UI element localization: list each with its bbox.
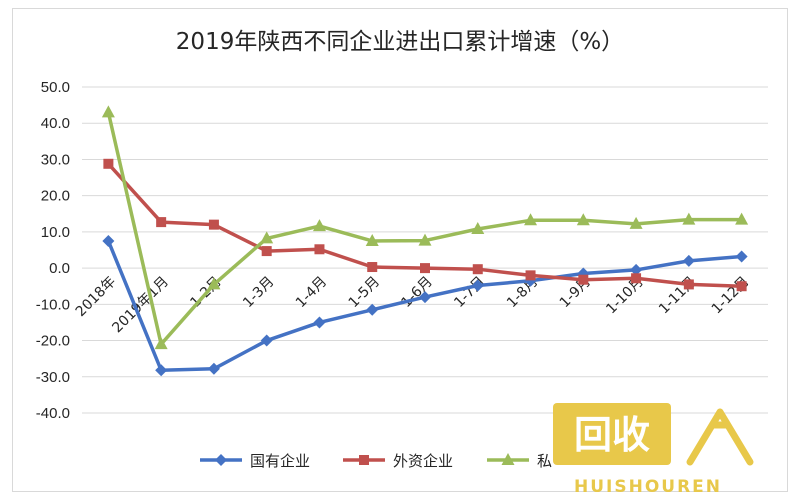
data-point-marker xyxy=(420,263,430,274)
series-diamond xyxy=(102,234,748,377)
data-point-marker xyxy=(472,264,483,275)
x-tick-label: 1-4月 xyxy=(293,274,330,311)
data-point-marker xyxy=(524,213,538,226)
x-tick-label: 2019年1月 xyxy=(109,274,172,337)
data-point-marker xyxy=(471,221,485,234)
data-point-marker xyxy=(156,217,167,228)
data-point-marker xyxy=(735,250,748,263)
watermark-text: HUISHOUREN xyxy=(574,477,722,497)
y-tick-label: -10.0 xyxy=(36,296,70,313)
y-axis-tick-labels: 50.0 40.0 30.0 20.0 10.0 0.0 -10.0 -20.0 -30.0 -4… xyxy=(36,79,70,422)
data-point-marker xyxy=(155,364,168,377)
data-point-marker xyxy=(260,231,274,244)
data-point-marker xyxy=(359,455,369,465)
data-point-marker xyxy=(631,273,642,284)
x-tick-label: 1-3月 xyxy=(240,274,277,311)
data-point-marker xyxy=(683,279,694,290)
data-point-marker xyxy=(102,234,115,247)
watermark-logo-glyphs: 回收 xyxy=(574,413,650,457)
legend-item: 私 xyxy=(487,452,552,470)
data-point-marker xyxy=(682,254,695,267)
data-point-marker xyxy=(261,246,272,257)
data-point-marker xyxy=(314,244,325,255)
x-tick-label: 1-7月 xyxy=(451,274,488,311)
legend: 国有企业 外资企业 私 xyxy=(200,452,552,470)
data-point-marker xyxy=(682,212,696,225)
data-point-marker xyxy=(215,454,227,466)
data-point-marker xyxy=(736,281,747,292)
legend-item: 国有企业 xyxy=(200,452,310,470)
data-point-marker xyxy=(578,274,589,285)
x-tick-label: 1-5月 xyxy=(346,274,383,311)
data-point-marker xyxy=(735,212,749,225)
data-point-marker xyxy=(629,216,643,229)
y-tick-label: -40.0 xyxy=(36,405,70,422)
data-point-marker xyxy=(367,262,378,273)
legend-label: 外资企业 xyxy=(393,452,453,470)
data-point-marker xyxy=(207,362,220,375)
y-tick-label: 40.0 xyxy=(41,115,70,132)
data-point-marker xyxy=(419,291,431,304)
series-lines xyxy=(101,105,749,377)
data-point-marker xyxy=(154,337,168,350)
watermark-logo-box xyxy=(553,403,671,465)
data-point-marker xyxy=(312,219,326,232)
data-point-marker xyxy=(501,453,515,465)
data-point-marker xyxy=(207,277,221,290)
watermark-logo: 回收 HUISHOUREN xyxy=(553,403,754,497)
legend-label: 私 xyxy=(537,452,552,470)
y-tick-label: 20.0 xyxy=(41,188,70,205)
series-square xyxy=(103,158,747,292)
grid-lines xyxy=(82,86,768,414)
x-tick-label: 1-6月 xyxy=(398,274,435,311)
legend-item: 外资企业 xyxy=(343,452,453,470)
x-tick-label: 2018年 xyxy=(73,274,119,320)
data-point-marker xyxy=(101,105,115,118)
series-triangle xyxy=(101,105,749,350)
data-point-marker xyxy=(103,158,114,169)
y-tick-label: 10.0 xyxy=(41,224,70,241)
data-point-marker xyxy=(313,316,326,329)
data-point-marker xyxy=(365,233,379,246)
legend-label: 国有企业 xyxy=(250,452,310,470)
series-line xyxy=(106,111,742,346)
data-point-marker xyxy=(366,303,379,316)
y-tick-label: 50.0 xyxy=(41,79,70,96)
data-point-marker xyxy=(418,233,432,246)
data-point-marker xyxy=(208,219,219,230)
y-tick-label: 0.0 xyxy=(49,260,70,277)
x-tick-label: 1-12月 xyxy=(709,274,753,318)
y-tick-label: -20.0 xyxy=(36,333,70,350)
data-point-marker xyxy=(525,270,536,281)
data-point-marker xyxy=(630,263,643,276)
y-tick-label: -30.0 xyxy=(36,369,70,386)
chart-title: 2019年陕西不同企业进出口累计增速（%） xyxy=(175,29,625,55)
data-point-marker xyxy=(471,279,484,292)
data-point-marker xyxy=(260,334,273,347)
data-point-marker xyxy=(576,213,590,226)
watermark-person-mark xyxy=(686,408,754,466)
y-tick-label: 30.0 xyxy=(41,151,70,168)
